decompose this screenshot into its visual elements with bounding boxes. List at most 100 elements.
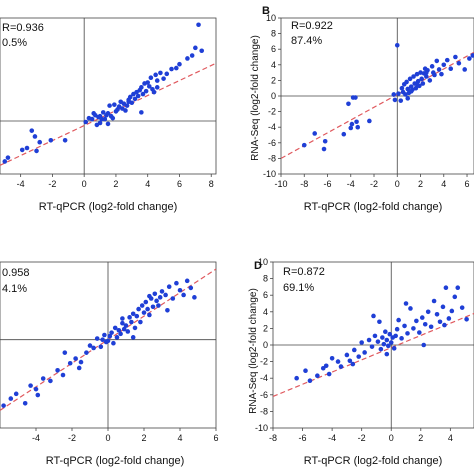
- data-point: [462, 67, 467, 72]
- data-point: [177, 287, 183, 293]
- correlation-label: 0.958: [2, 267, 30, 279]
- data-point: [424, 70, 429, 75]
- data-point: [422, 321, 428, 327]
- data-point: [125, 329, 131, 334]
- data-point: [199, 48, 205, 54]
- regression-line: [281, 51, 474, 159]
- data-point: [152, 291, 158, 297]
- percentage-label: 69.1%: [283, 282, 314, 294]
- data-point: [121, 326, 127, 332]
- data-point: [350, 361, 356, 367]
- data-point: [403, 92, 408, 97]
- data-point: [407, 76, 413, 82]
- data-point: [112, 102, 117, 107]
- x-tick-label: -6: [323, 179, 331, 189]
- x-tick-label: 4: [441, 179, 446, 189]
- data-point: [84, 350, 89, 355]
- data-point: [322, 138, 328, 144]
- data-point: [344, 352, 350, 358]
- data-point: [130, 335, 136, 340]
- x-tick-label: -10: [274, 179, 287, 189]
- data-point: [154, 78, 160, 83]
- data-point: [139, 85, 144, 90]
- data-point: [99, 116, 104, 122]
- data-point: [367, 118, 372, 124]
- data-point: [111, 340, 116, 346]
- x-axis-label: RT-qPCR (log2-fold change): [46, 455, 185, 467]
- data-point: [381, 341, 387, 347]
- data-point: [147, 293, 152, 299]
- data-point: [136, 306, 141, 312]
- data-point: [356, 354, 362, 359]
- data-point: [184, 278, 190, 284]
- data-point: [396, 317, 401, 323]
- data-point: [338, 364, 344, 369]
- plot-frame: [0, 17, 217, 175]
- y-tick-label: 0: [263, 340, 268, 350]
- data-point: [116, 327, 122, 333]
- data-point: [135, 93, 141, 99]
- data-point: [107, 333, 113, 339]
- data-point: [105, 338, 111, 344]
- y-tick-label: -6: [260, 390, 268, 400]
- data-point: [107, 103, 112, 108]
- data-point: [156, 303, 161, 308]
- data-point: [134, 313, 140, 319]
- data-point: [91, 345, 96, 351]
- y-tick-label: -4: [260, 373, 268, 383]
- data-point: [143, 299, 149, 305]
- data-point: [145, 306, 150, 312]
- y-tick-label: -4: [268, 122, 276, 132]
- data-point: [431, 298, 437, 304]
- data-point: [48, 378, 53, 384]
- y-axis-label: RNA-Seq (log2-fold change): [248, 288, 259, 414]
- data-point: [112, 325, 118, 331]
- data-point: [24, 145, 30, 151]
- data-point: [159, 289, 165, 294]
- data-point: [154, 298, 159, 304]
- data-point: [151, 89, 157, 95]
- data-point: [398, 98, 404, 103]
- data-point: [73, 356, 78, 361]
- y-tick-label: 0: [271, 91, 276, 101]
- data-point: [173, 65, 179, 71]
- x-tick-label: -8: [269, 433, 277, 443]
- data-point: [100, 337, 105, 343]
- data-point: [158, 70, 163, 76]
- correlation-label: R=0.936: [2, 22, 44, 34]
- data-point: [341, 131, 347, 137]
- data-point: [123, 108, 128, 113]
- x-tick-label: 4: [177, 433, 182, 443]
- data-point: [404, 79, 409, 85]
- data-point: [354, 119, 359, 125]
- data-point: [34, 148, 39, 154]
- data-point: [411, 326, 416, 331]
- data-point: [434, 311, 440, 317]
- data-point: [141, 310, 147, 315]
- data-point: [169, 66, 174, 72]
- data-point: [378, 346, 384, 352]
- data-point: [13, 391, 19, 397]
- x-tick-label: -2: [358, 433, 366, 443]
- data-point: [132, 96, 138, 102]
- data-point: [126, 99, 131, 105]
- data-point: [139, 110, 144, 115]
- data-point: [436, 67, 442, 72]
- data-point: [19, 147, 25, 153]
- data-point: [394, 43, 400, 48]
- data-point: [166, 284, 172, 290]
- data-point: [55, 368, 60, 373]
- data-point: [323, 363, 329, 369]
- data-point: [403, 301, 409, 306]
- data-point: [127, 94, 133, 100]
- data-point: [421, 342, 427, 348]
- data-point: [387, 331, 393, 337]
- data-point: [130, 311, 136, 317]
- data-point: [377, 319, 382, 325]
- regression-line: [273, 312, 474, 398]
- data-point: [139, 303, 145, 308]
- scatter-points: [2, 22, 205, 164]
- data-point: [448, 66, 454, 71]
- data-point: [140, 91, 146, 97]
- data-point: [453, 54, 458, 60]
